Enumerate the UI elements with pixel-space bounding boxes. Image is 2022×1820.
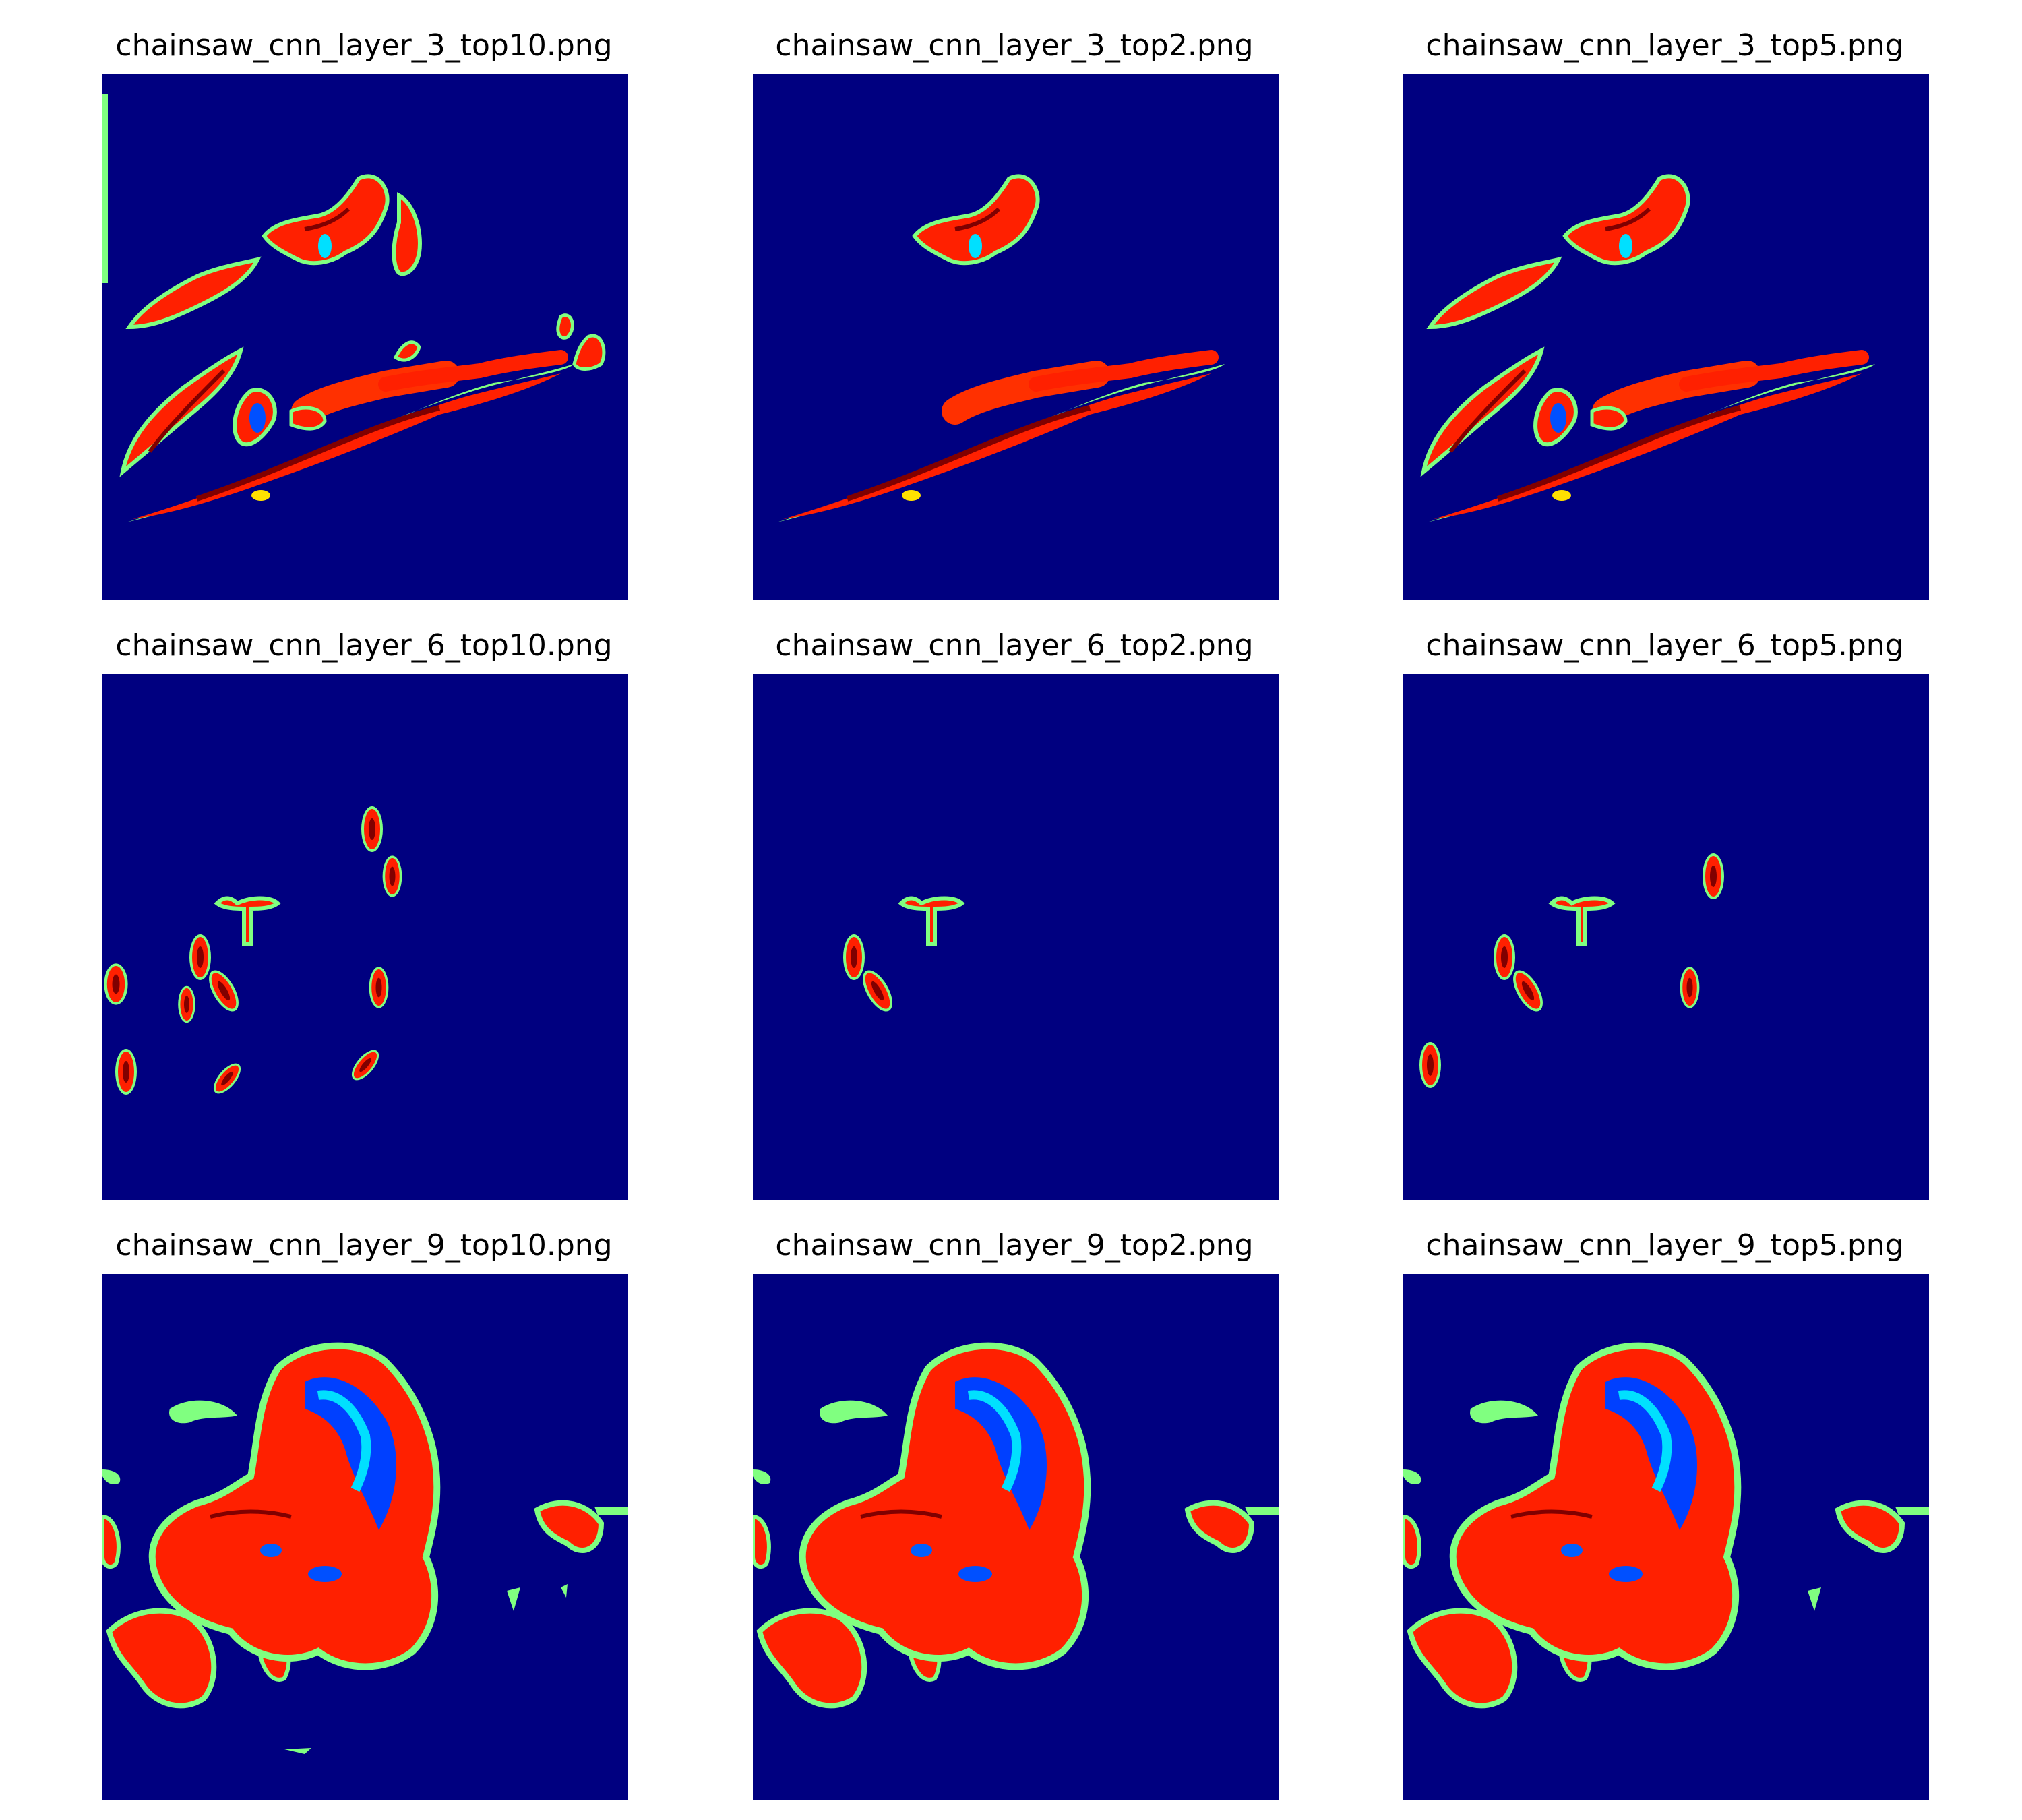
panel-title: chainsaw_cnn_layer_3_top10.png (115, 28, 613, 63)
heatmap-layer3-top10 (102, 74, 628, 600)
heatmap-layer6-top2 (753, 674, 1279, 1200)
heatmap-layer6-top5 (1403, 674, 1929, 1200)
panel-title: chainsaw_cnn_layer_6_top2.png (775, 628, 1254, 663)
heatmap-layer3-top5 (1403, 74, 1929, 600)
heatmap-layer9-top10 (102, 1274, 628, 1800)
panel-title: chainsaw_cnn_layer_9_top2.png (775, 1228, 1254, 1263)
heatmap-layer6-top10 (102, 674, 628, 1200)
panel-title: chainsaw_cnn_layer_3_top5.png (1426, 28, 1904, 63)
heatmap-layer3-top2 (753, 74, 1279, 600)
panel-title: chainsaw_cnn_layer_6_top5.png (1426, 628, 1904, 663)
panel-title: chainsaw_cnn_layer_6_top10.png (115, 628, 613, 663)
panel-title: chainsaw_cnn_layer_3_top2.png (775, 28, 1254, 63)
heatmap-layer9-top2 (753, 1274, 1279, 1800)
heatmap-layer9-top5 (1403, 1274, 1929, 1800)
panel-title: chainsaw_cnn_layer_9_top5.png (1426, 1228, 1904, 1263)
panel-title: chainsaw_cnn_layer_9_top10.png (115, 1228, 613, 1263)
